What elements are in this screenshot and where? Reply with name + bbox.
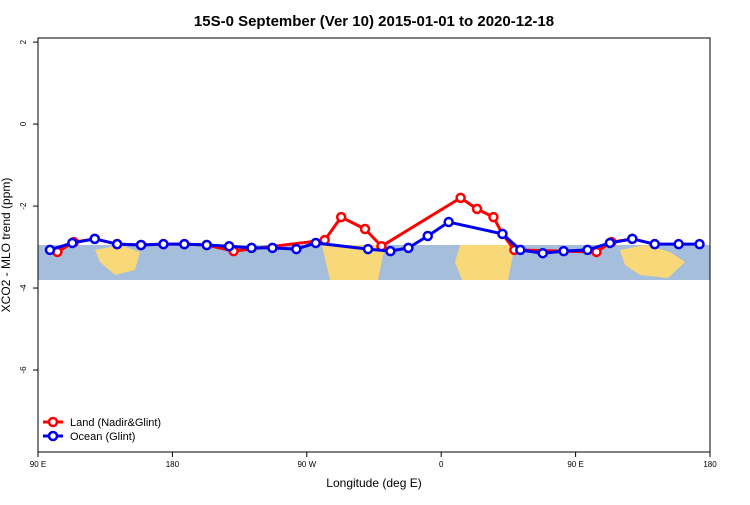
x-tick-label: 0 [439,460,444,469]
series-line [49,220,700,255]
point [537,247,548,259]
point [359,223,371,235]
point [422,230,434,242]
land-shape [455,245,515,280]
point [223,240,235,252]
legend-label: Ocean (Glint) [70,431,135,443]
legend-marker [47,416,59,428]
x-tick-label: 90 E [567,460,583,469]
point [135,239,147,251]
land-shape [620,245,685,278]
point [158,238,169,250]
x-tick-label: 90 W [297,460,316,469]
x-tick-label: 90 E [30,460,46,469]
chart-title: 15S-0 September (Ver 10) 2015-01-01 to 2… [194,13,554,30]
legend-marker [47,430,59,442]
point [362,243,374,255]
point [89,233,100,245]
x-tick-label: 180 [703,460,717,469]
point [67,237,78,249]
y-tick-label: 2 [19,39,28,44]
point [627,233,638,245]
point [558,245,569,257]
x-tick-label: 180 [166,460,180,469]
y-tick-label: 0 [19,121,28,126]
point [335,211,347,223]
point [455,192,466,204]
point [582,244,593,256]
y-axis-label: XCO2 - MLO trend (ppm) [0,178,13,313]
point [649,238,660,250]
point [201,239,212,251]
x-axis-label: Longitude (deg E) [326,476,421,490]
point [385,245,396,257]
point [443,216,454,228]
point [246,242,257,254]
point [267,242,278,254]
legend-label: Land (Nadir&Glint) [70,417,161,429]
point [497,228,508,240]
point [111,238,123,250]
point [403,242,414,254]
point [179,238,190,250]
y-tick-label: -4 [19,284,28,292]
y-tick-label: -2 [19,202,28,210]
land-shape [95,245,140,275]
point [291,243,302,255]
point [694,238,705,250]
point [515,244,526,256]
point [488,211,499,223]
point [471,203,483,215]
point [673,238,684,250]
point [44,244,56,256]
point [310,237,322,249]
plot-frame [37,37,711,453]
point [604,237,616,249]
y-tick-label: -6 [19,366,28,374]
